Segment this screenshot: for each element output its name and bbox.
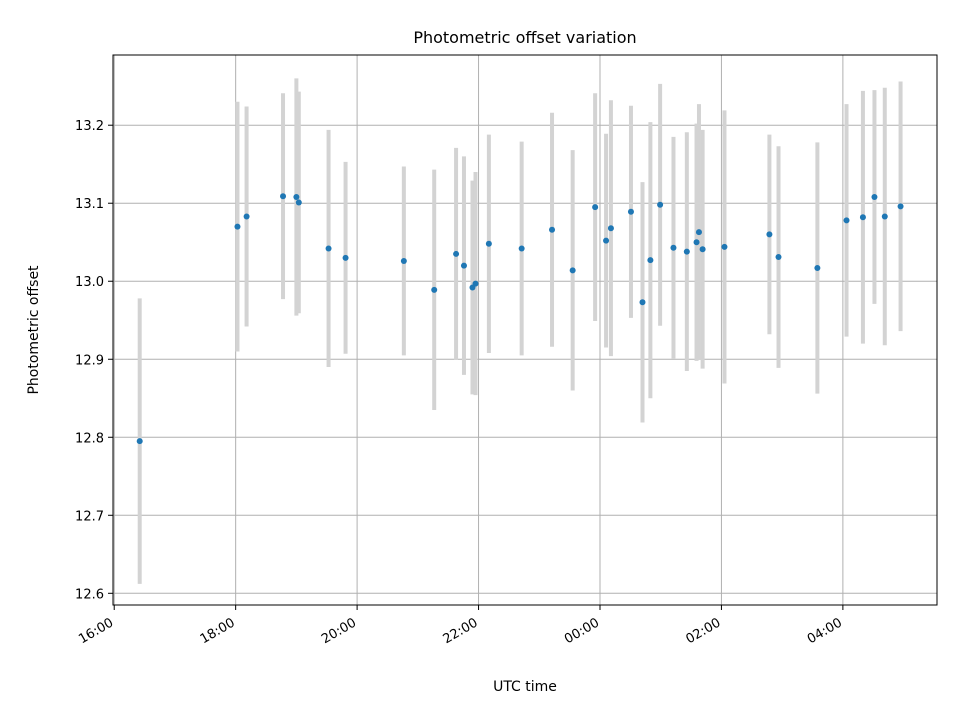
y-axis-ticks: 12.6 12.7 12.8 12.9 13.0 13.1 13.2 [75, 119, 113, 602]
data-points [136, 193, 904, 445]
x-axis-label: UTC time [493, 679, 557, 695]
data-point [683, 248, 690, 255]
y-tick-label: 12.6 [75, 587, 104, 602]
data-point [859, 214, 866, 221]
data-point [243, 213, 250, 220]
data-point [295, 199, 302, 206]
data-point [453, 250, 460, 257]
data-point [607, 225, 614, 232]
y-tick-label: 13.1 [75, 197, 104, 212]
data-point [843, 217, 850, 224]
data-point [472, 280, 479, 287]
data-point [325, 245, 332, 252]
data-point [293, 193, 300, 200]
plot-background [113, 55, 937, 605]
data-point [627, 208, 634, 215]
x-tick-label: 16:00 [76, 615, 116, 647]
data-point [721, 243, 728, 250]
data-point [881, 213, 888, 220]
y-tick-label: 13.0 [75, 275, 104, 290]
data-point [693, 239, 700, 246]
data-point [647, 257, 654, 264]
data-point [280, 193, 287, 200]
data-point [485, 240, 492, 247]
data-point [592, 204, 599, 211]
y-tick-label: 12.7 [75, 509, 104, 524]
data-point [431, 286, 438, 293]
y-axis-label: Photometric offset [26, 265, 42, 395]
x-tick-label: 00:00 [562, 615, 602, 647]
data-point [234, 223, 241, 230]
data-point [569, 267, 576, 274]
x-tick-label: 02:00 [683, 615, 723, 647]
data-point [670, 244, 677, 251]
data-point [766, 231, 773, 238]
x-tick-label: 18:00 [198, 615, 238, 647]
data-point [699, 246, 706, 253]
chart-title: Photometric offset variation [413, 28, 636, 47]
grid [113, 55, 937, 605]
data-point [657, 201, 664, 208]
data-point [814, 264, 821, 271]
data-point [897, 203, 904, 210]
plot-frame [112, 54, 938, 606]
data-point [518, 245, 525, 252]
y-tick-label: 12.8 [75, 431, 104, 446]
x-tick-label: 20:00 [319, 615, 359, 647]
data-point [136, 438, 143, 445]
data-point [639, 299, 646, 306]
y-tick-label: 12.9 [75, 353, 104, 368]
x-tick-label: 04:00 [805, 615, 845, 647]
y-tick-label: 13.2 [75, 119, 104, 134]
data-point [695, 229, 702, 236]
data-point [400, 257, 407, 264]
x-tick-label: 22:00 [441, 615, 481, 647]
data-point [871, 193, 878, 200]
data-point [460, 262, 467, 269]
data-point [342, 254, 349, 261]
data-point [603, 237, 610, 244]
x-axis-ticks: 16:00 18:00 20:00 22:00 00:00 02:00 04:00 [76, 605, 845, 647]
data-point [549, 226, 556, 233]
data-point [775, 254, 782, 261]
